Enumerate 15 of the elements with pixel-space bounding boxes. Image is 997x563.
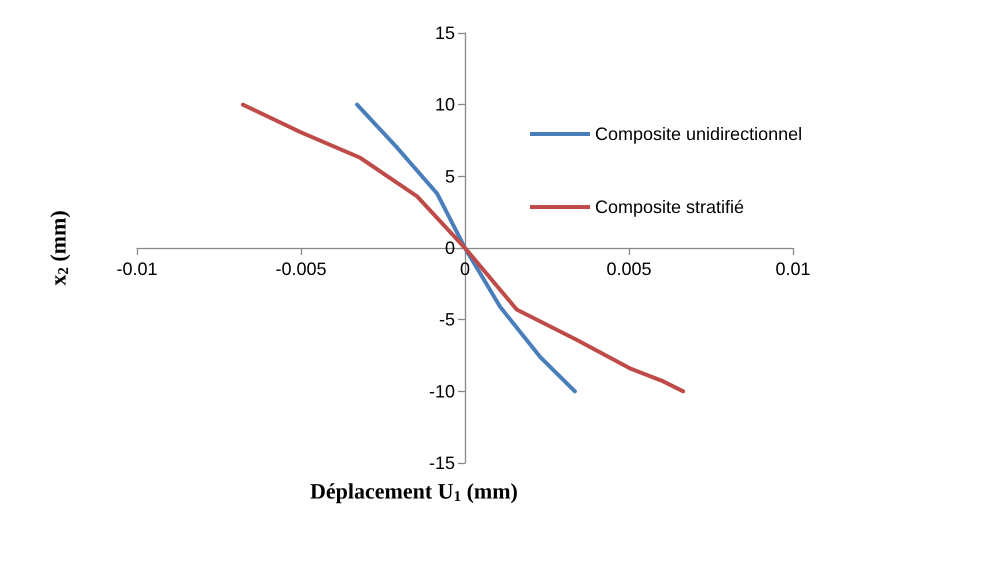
x-tick-label: -0.01 xyxy=(116,259,158,279)
x-tick-label: 0 xyxy=(460,259,470,279)
legend-label: Composite stratifié xyxy=(595,197,744,217)
x-tick-label: -0.005 xyxy=(275,259,327,279)
y-tick-label: -10 xyxy=(428,381,455,402)
y-tick-label: 10 xyxy=(434,94,455,115)
y-tick-label: 15 xyxy=(434,23,455,43)
y-axis-title: x2 (mm) xyxy=(46,210,72,286)
y-tick-label: -15 xyxy=(428,453,455,473)
y-tick-label: 5 xyxy=(444,166,455,186)
legend-label: Composite unidirectionnel xyxy=(595,124,802,144)
x-tick-label: 0.01 xyxy=(775,259,811,279)
y-tick-label: 0 xyxy=(444,238,455,258)
y-tick-label: -5 xyxy=(438,310,455,330)
x-tick-label: 0.005 xyxy=(606,259,652,279)
